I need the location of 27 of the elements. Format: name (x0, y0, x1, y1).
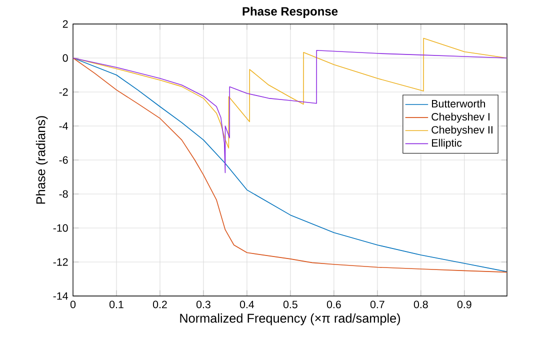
x-tick-label: 0.9 (457, 300, 472, 308)
y-tick-label: -8 (59, 190, 68, 198)
x-tick-label: 0.8 (414, 300, 428, 308)
y-tick-label: -4 (59, 122, 68, 130)
x-tick-label: 0 (70, 300, 76, 308)
y-tick-label: -10 (53, 224, 68, 232)
x-tick-label: 0.3 (196, 300, 210, 308)
y-tick-label: 0 (62, 54, 68, 62)
legend-label: Elliptic (432, 138, 462, 149)
x-tick-label: 0.1 (109, 300, 124, 308)
legend-label: Chebyshev I (432, 112, 490, 123)
x-tick-label: 0.6 (326, 300, 341, 308)
y-axis-title: Phase (radians) (36, 116, 48, 204)
x-tick-label: 0.7 (370, 300, 384, 308)
legend-label: Butterworth (432, 100, 485, 108)
chart-title: Phase Response (242, 6, 338, 18)
y-tick-label: -2 (59, 88, 68, 96)
y-tick-label: 2 (62, 20, 68, 28)
x-tick-label: 0.2 (152, 300, 167, 308)
y-tick-label: -14 (53, 292, 68, 300)
y-tick-label: -6 (59, 156, 68, 164)
x-tick-label: 0.5 (283, 300, 298, 308)
line-series (73, 50, 508, 174)
x-axis-title: Normalized Frequency (×π rad/sample) (180, 313, 400, 326)
x-tick-label: 0.4 (240, 300, 254, 308)
y-tick-label: -12 (53, 258, 68, 266)
legend-label: Chebyshev II (432, 126, 492, 136)
